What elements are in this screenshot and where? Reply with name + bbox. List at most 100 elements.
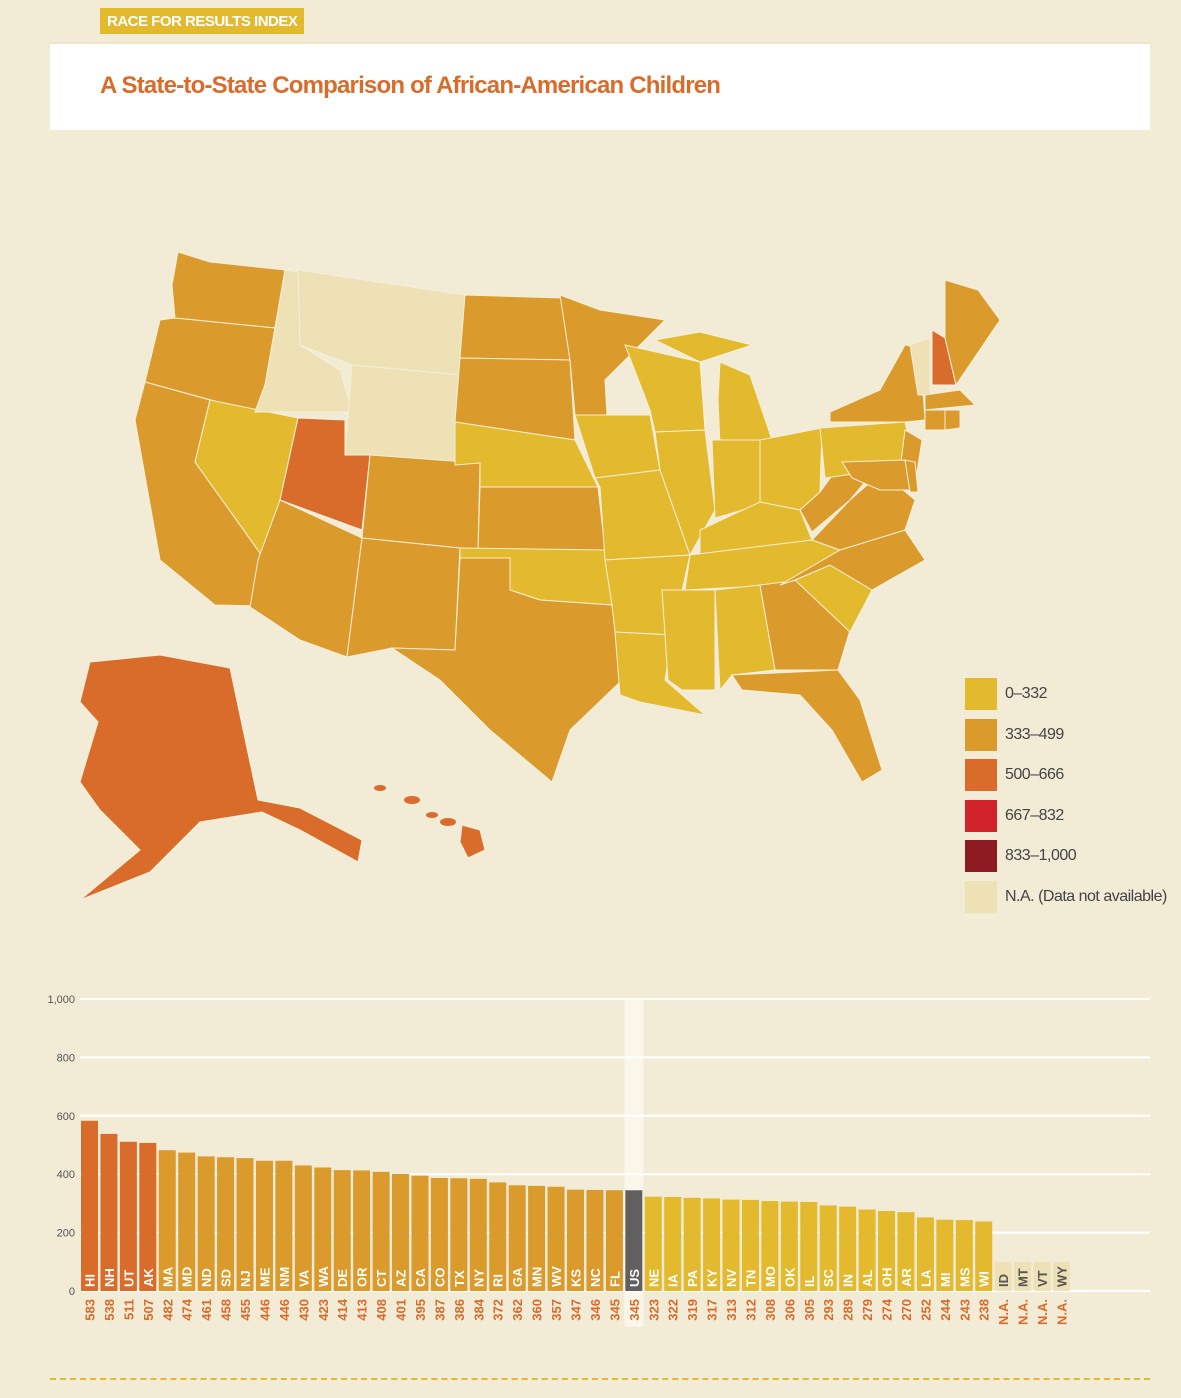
map-legend: 0–332 333–499 500–666 667–832 833–1,000 N.A. … [965, 674, 1167, 917]
bar-value-label: 238 [977, 1299, 992, 1321]
bar-state-label: AL [860, 1270, 875, 1287]
state-md[interactable] [841, 459, 913, 491]
y-tick-label: 400 [57, 1169, 75, 1181]
bar-state-label: CO [432, 1268, 447, 1288]
bar-value-label: N.A. [1016, 1299, 1031, 1325]
state-hi-island[interactable] [404, 796, 420, 804]
legend-item: 500–666 [965, 755, 1167, 796]
bar-state-label: MS [957, 1267, 972, 1287]
bar-value-label: 583 [83, 1299, 98, 1321]
bar-state-label: TN [743, 1270, 758, 1287]
bar-value-label: 401 [394, 1299, 409, 1321]
legend-item: 333–499 [965, 715, 1167, 756]
state-ky[interactable] [699, 501, 813, 557]
bar-state-label: VA [296, 1269, 311, 1287]
bar-value-label: 345 [627, 1299, 642, 1321]
bar-value-label: 322 [666, 1299, 681, 1321]
state-hi-island[interactable] [440, 818, 456, 826]
legend-swatch [965, 840, 997, 873]
bar-state-label: NH [102, 1268, 117, 1287]
bar-value-label: 372 [491, 1299, 506, 1321]
bar-state-label: NJ [238, 1270, 253, 1287]
bar-tn [741, 1199, 759, 1291]
bar-sc [819, 1205, 837, 1291]
bar-wy [1053, 1261, 1070, 1291]
bar-state-label: WY [1055, 1266, 1070, 1287]
bar-state-label: MI [938, 1273, 953, 1287]
bar-ma [158, 1150, 176, 1291]
legend-swatch [965, 718, 997, 751]
bar-state-label: NE [646, 1269, 661, 1287]
bar-state-label: SD [219, 1269, 234, 1287]
bar-state-label: GA [510, 1267, 525, 1287]
state-tx[interactable] [390, 557, 623, 783]
bar-me [255, 1160, 273, 1291]
bar-value-label: 305 [802, 1299, 817, 1321]
bar-wa [314, 1167, 332, 1291]
legend-item: 833–1,000 [965, 836, 1167, 877]
bar-mn [528, 1185, 546, 1291]
legend-item: 667–832 [965, 796, 1167, 837]
bar-state-label: DE [335, 1269, 350, 1287]
bar-de [333, 1170, 351, 1291]
state-hi[interactable] [459, 824, 486, 859]
state-hi-island[interactable] [426, 812, 438, 818]
state-fl[interactable] [731, 669, 883, 783]
bar-state-label: MO [763, 1266, 778, 1287]
legend-swatch [965, 678, 997, 711]
bar-state-label: CA [413, 1268, 428, 1287]
state-hi-island[interactable] [374, 785, 386, 791]
state-mi[interactable] [653, 331, 754, 363]
bar-state-label: MN [530, 1267, 545, 1287]
bar-state-label: CT [374, 1270, 389, 1287]
y-tick-label: 800 [57, 1052, 75, 1064]
bar-sd [217, 1157, 235, 1291]
bar-state-label: IA [666, 1273, 681, 1287]
bar-value-label: 430 [296, 1299, 311, 1321]
us-map [79, 251, 1001, 901]
state-ms[interactable] [661, 589, 716, 691]
legend-swatch [965, 759, 997, 792]
state-mn[interactable] [559, 294, 667, 416]
state-ak[interactable] [79, 654, 363, 901]
bar-state-label: NC [588, 1268, 603, 1287]
page-title: A State-to-State Comparison of African-A… [100, 72, 721, 99]
bar-value-label: 446 [277, 1299, 292, 1321]
bar-state-label: RI [491, 1274, 506, 1287]
bar-value-label: 386 [452, 1299, 467, 1321]
bar-state-label: OR [355, 1267, 370, 1287]
legend-item: N.A. (Data not available) [965, 877, 1167, 918]
bar-value-label: 511 [121, 1299, 136, 1320]
bar-value-label: 319 [685, 1299, 700, 1321]
bar-value-label: 408 [374, 1299, 389, 1321]
bar-value-label: 243 [957, 1299, 972, 1321]
state-de[interactable] [904, 459, 919, 493]
bar-state-label: US [627, 1269, 642, 1287]
section-tag: RACE FOR RESULTS INDEX [100, 8, 305, 34]
bar-ga [508, 1185, 526, 1291]
bar-az [392, 1173, 410, 1291]
bar-value-label: 538 [102, 1299, 117, 1321]
state-al[interactable] [714, 584, 776, 692]
state-ri[interactable] [944, 409, 961, 431]
bar-la [916, 1217, 934, 1291]
bar-state-label: KS [569, 1269, 584, 1287]
state-me[interactable] [944, 279, 1001, 387]
bar-value-label: 474 [180, 1298, 195, 1320]
bar-state-label: MA [160, 1266, 175, 1287]
bar-value-label: 446 [257, 1299, 272, 1321]
bar-mt [1014, 1261, 1032, 1291]
state-ma[interactable] [924, 389, 977, 411]
bar-us [625, 1190, 643, 1291]
bar-state-label: IL [802, 1275, 817, 1287]
bar-value-label: 252 [918, 1299, 933, 1321]
bar-value-label: 413 [355, 1299, 370, 1321]
bar-state-label: NM [277, 1267, 292, 1287]
bar-md [178, 1152, 196, 1291]
bar-state-label: AZ [394, 1270, 409, 1287]
bar-state-label: KY [705, 1269, 720, 1287]
bar-pa [683, 1197, 701, 1291]
legend-label: N.A. (Data not available) [1005, 887, 1167, 905]
bar-state-label: OH [880, 1268, 895, 1288]
bar-state-label: MT [1016, 1268, 1031, 1287]
